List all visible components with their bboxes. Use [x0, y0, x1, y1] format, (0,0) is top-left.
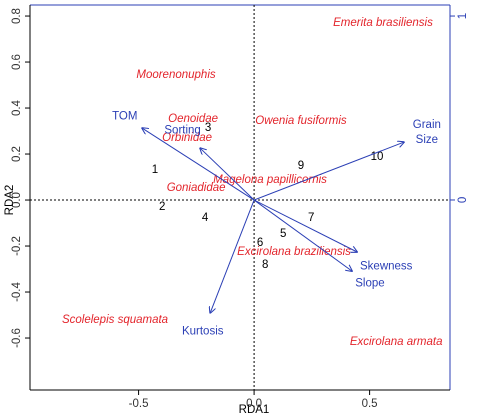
y-tick-label: -0.2: [11, 236, 23, 256]
env-arrow: [253, 199, 352, 271]
site-label: 8: [262, 259, 268, 271]
env-arrow: [200, 148, 255, 201]
y-tick-label: 0.6: [11, 54, 23, 70]
y-tick-label: 0.2: [11, 146, 23, 162]
y-tick-label: -0.4: [11, 282, 23, 302]
y-tick-label: 0.4: [11, 99, 23, 116]
site-label: 2: [159, 201, 165, 213]
species-label: Emerita brasiliensis: [333, 17, 433, 29]
y-tick-label: 0.0: [11, 192, 23, 208]
x-tick-label: 0.0: [246, 398, 262, 410]
site-label: 9: [298, 160, 304, 172]
x-tick-label: -0.5: [129, 398, 149, 410]
arrow-label: TOM: [112, 110, 138, 123]
species-label: Scolelepis squamata: [62, 314, 168, 326]
env-arrow: [253, 142, 404, 201]
env-arrow: [253, 199, 357, 252]
species-label: Orbinidae: [162, 132, 212, 144]
y2-tick-label: 0: [457, 197, 469, 203]
y-tick-label: 0.8: [11, 8, 23, 24]
site-label: 4: [202, 212, 209, 224]
site-label: 7: [308, 212, 314, 224]
arrow-label: Kurtosis: [181, 325, 224, 338]
site-label: 5: [280, 228, 286, 240]
y-axis-label: RDA2: [4, 185, 16, 216]
species-label: Goniadidae: [167, 182, 226, 194]
env-arrow: [210, 199, 255, 313]
site-label: 6: [257, 237, 263, 249]
species-label: Moorenonuphis: [136, 69, 216, 81]
y2-tick-label: 1: [457, 13, 469, 19]
species-label: Oenoidae: [168, 113, 218, 125]
y-tick-label: -0.6: [11, 328, 23, 348]
arrow-label: Grain Size: [412, 119, 441, 147]
species-label: Excirolana braziliensis: [237, 246, 351, 258]
arrow-label: Skewness: [360, 260, 413, 273]
species-label: Owenia fusiformis: [255, 115, 347, 127]
env-arrow: [142, 128, 255, 201]
arrow-label: Sorting: [164, 124, 201, 137]
species-label: Excirolana armata: [350, 336, 443, 348]
arrow-label: Slope: [355, 277, 385, 290]
x-tick-label: 0.5: [362, 398, 378, 410]
site-label: 1: [152, 164, 158, 176]
site-label: 3: [205, 122, 211, 134]
x-axis-label: RDA1: [239, 404, 270, 416]
